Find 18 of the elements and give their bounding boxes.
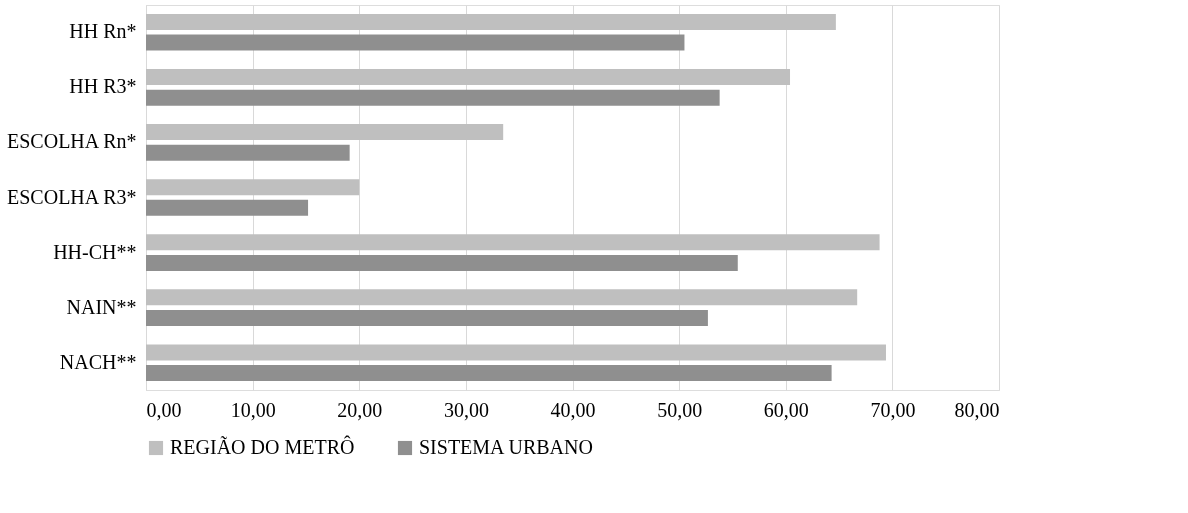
x-tick-label: 20,00 xyxy=(337,398,383,421)
y-tick-label: NAIN** xyxy=(66,295,137,318)
y-tick-label: HH R3* xyxy=(69,75,137,98)
x-tick-label: 30,00 xyxy=(443,398,489,421)
y-tick-label: ESCOLHA R3* xyxy=(7,185,137,208)
legend-label: REGIÃO DO METRÔ xyxy=(170,435,355,458)
y-tick-label: HH Rn* xyxy=(69,20,137,43)
x-tick-label: 40,00 xyxy=(550,398,596,421)
x-tick-label: 60,00 xyxy=(763,398,809,421)
x-tick-label: 10,00 xyxy=(230,398,276,421)
y-tick-label: HH-CH** xyxy=(53,240,137,263)
x-tick-label: 70,00 xyxy=(870,398,916,421)
x-tick-label: 0,00 xyxy=(146,398,182,421)
y-tick-label: NACH** xyxy=(59,350,137,373)
x-tick-label: 50,00 xyxy=(657,398,703,421)
y-tick-label: ESCOLHA Rn* xyxy=(7,130,137,153)
x-tick-label: 80,00 xyxy=(954,398,1000,421)
legend-label: SISTEMA URBANO xyxy=(419,436,593,458)
